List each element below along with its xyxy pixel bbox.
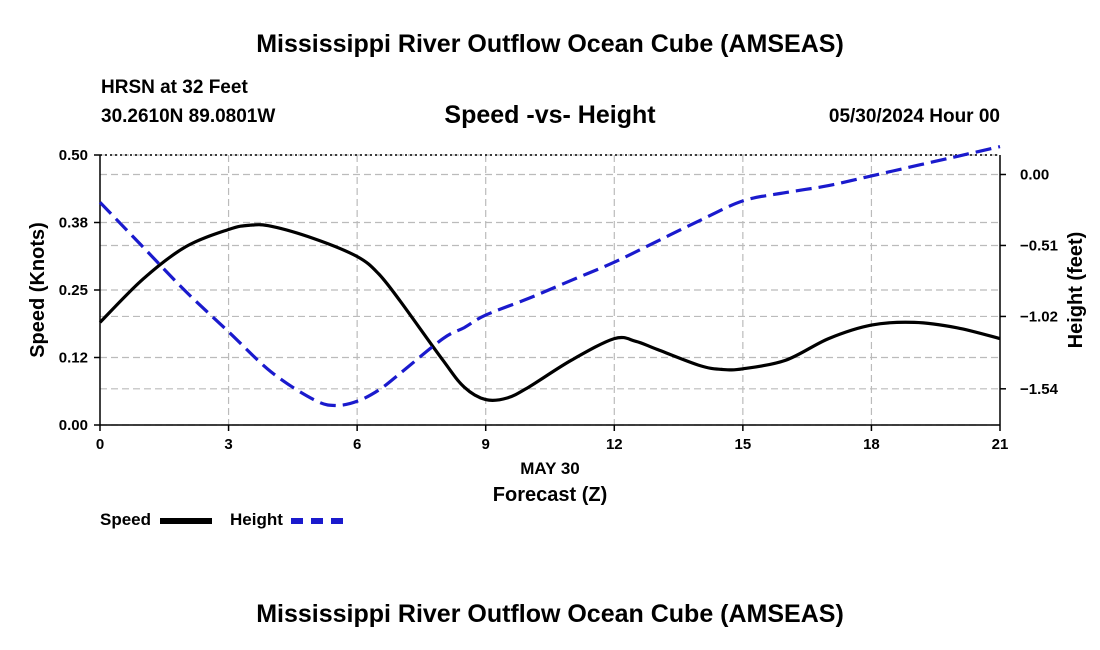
x-tick-label: 6 (353, 436, 361, 453)
height-series-line (98, 145, 1001, 408)
x-tick-label: 21 (992, 436, 1009, 453)
y-left-tick-label: 0.00 (59, 417, 88, 434)
x-tick-label: 9 (482, 436, 490, 453)
forecast-datetime: 05/30/2024 Hour 00 (828, 106, 1000, 127)
x-tick-label: 3 (224, 436, 232, 453)
y-right-tick-label: 0.00 (1020, 166, 1049, 183)
speed-series-line (98, 223, 1001, 403)
y-left-tick-label: 0.12 (59, 350, 88, 367)
x-tick-label: 0 (96, 436, 104, 453)
station-coords: 30.2610N 89.0801W (101, 106, 276, 127)
x-axis-date-label: MAY 30 (520, 459, 580, 478)
y-right-tick-label: −1.54 (1020, 381, 1059, 398)
x-tick-label: 12 (606, 436, 623, 453)
y-right-axis-label: Height (feet) (1065, 232, 1087, 349)
footer-title: Mississippi River Outflow Ocean Cube (AM… (256, 600, 844, 628)
y-right-tick-label: −1.02 (1020, 308, 1058, 325)
y-left-tick-label: 0.25 (59, 282, 88, 299)
page-title: Mississippi River Outflow Ocean Cube (AM… (256, 30, 844, 58)
x-axis-label: Forecast (Z) (493, 484, 607, 506)
y-left-axis-label: Speed (Knots) (27, 222, 49, 358)
station-name: HRSN at 32 Feet (101, 77, 248, 98)
legend-height-label: Height (230, 510, 283, 529)
y-left-tick-label: 0.38 (59, 215, 88, 232)
legend-speed-label: Speed (100, 510, 152, 529)
x-tick-label: 18 (863, 436, 880, 453)
legend-speed-swatch (160, 518, 212, 524)
y-left-tick-label: 0.50 (59, 147, 88, 164)
y-right-tick-label: −0.51 (1020, 237, 1058, 254)
chart-title: Speed -vs- Height (444, 101, 656, 129)
legend-height-swatch (291, 518, 343, 524)
speed-height-chart: 0 3 6 9 12 15 18 21 0.00 0.12 0.25 0.38 0.50 0.00 −0.5… (27, 145, 1087, 506)
x-tick-label: 15 (735, 436, 752, 453)
